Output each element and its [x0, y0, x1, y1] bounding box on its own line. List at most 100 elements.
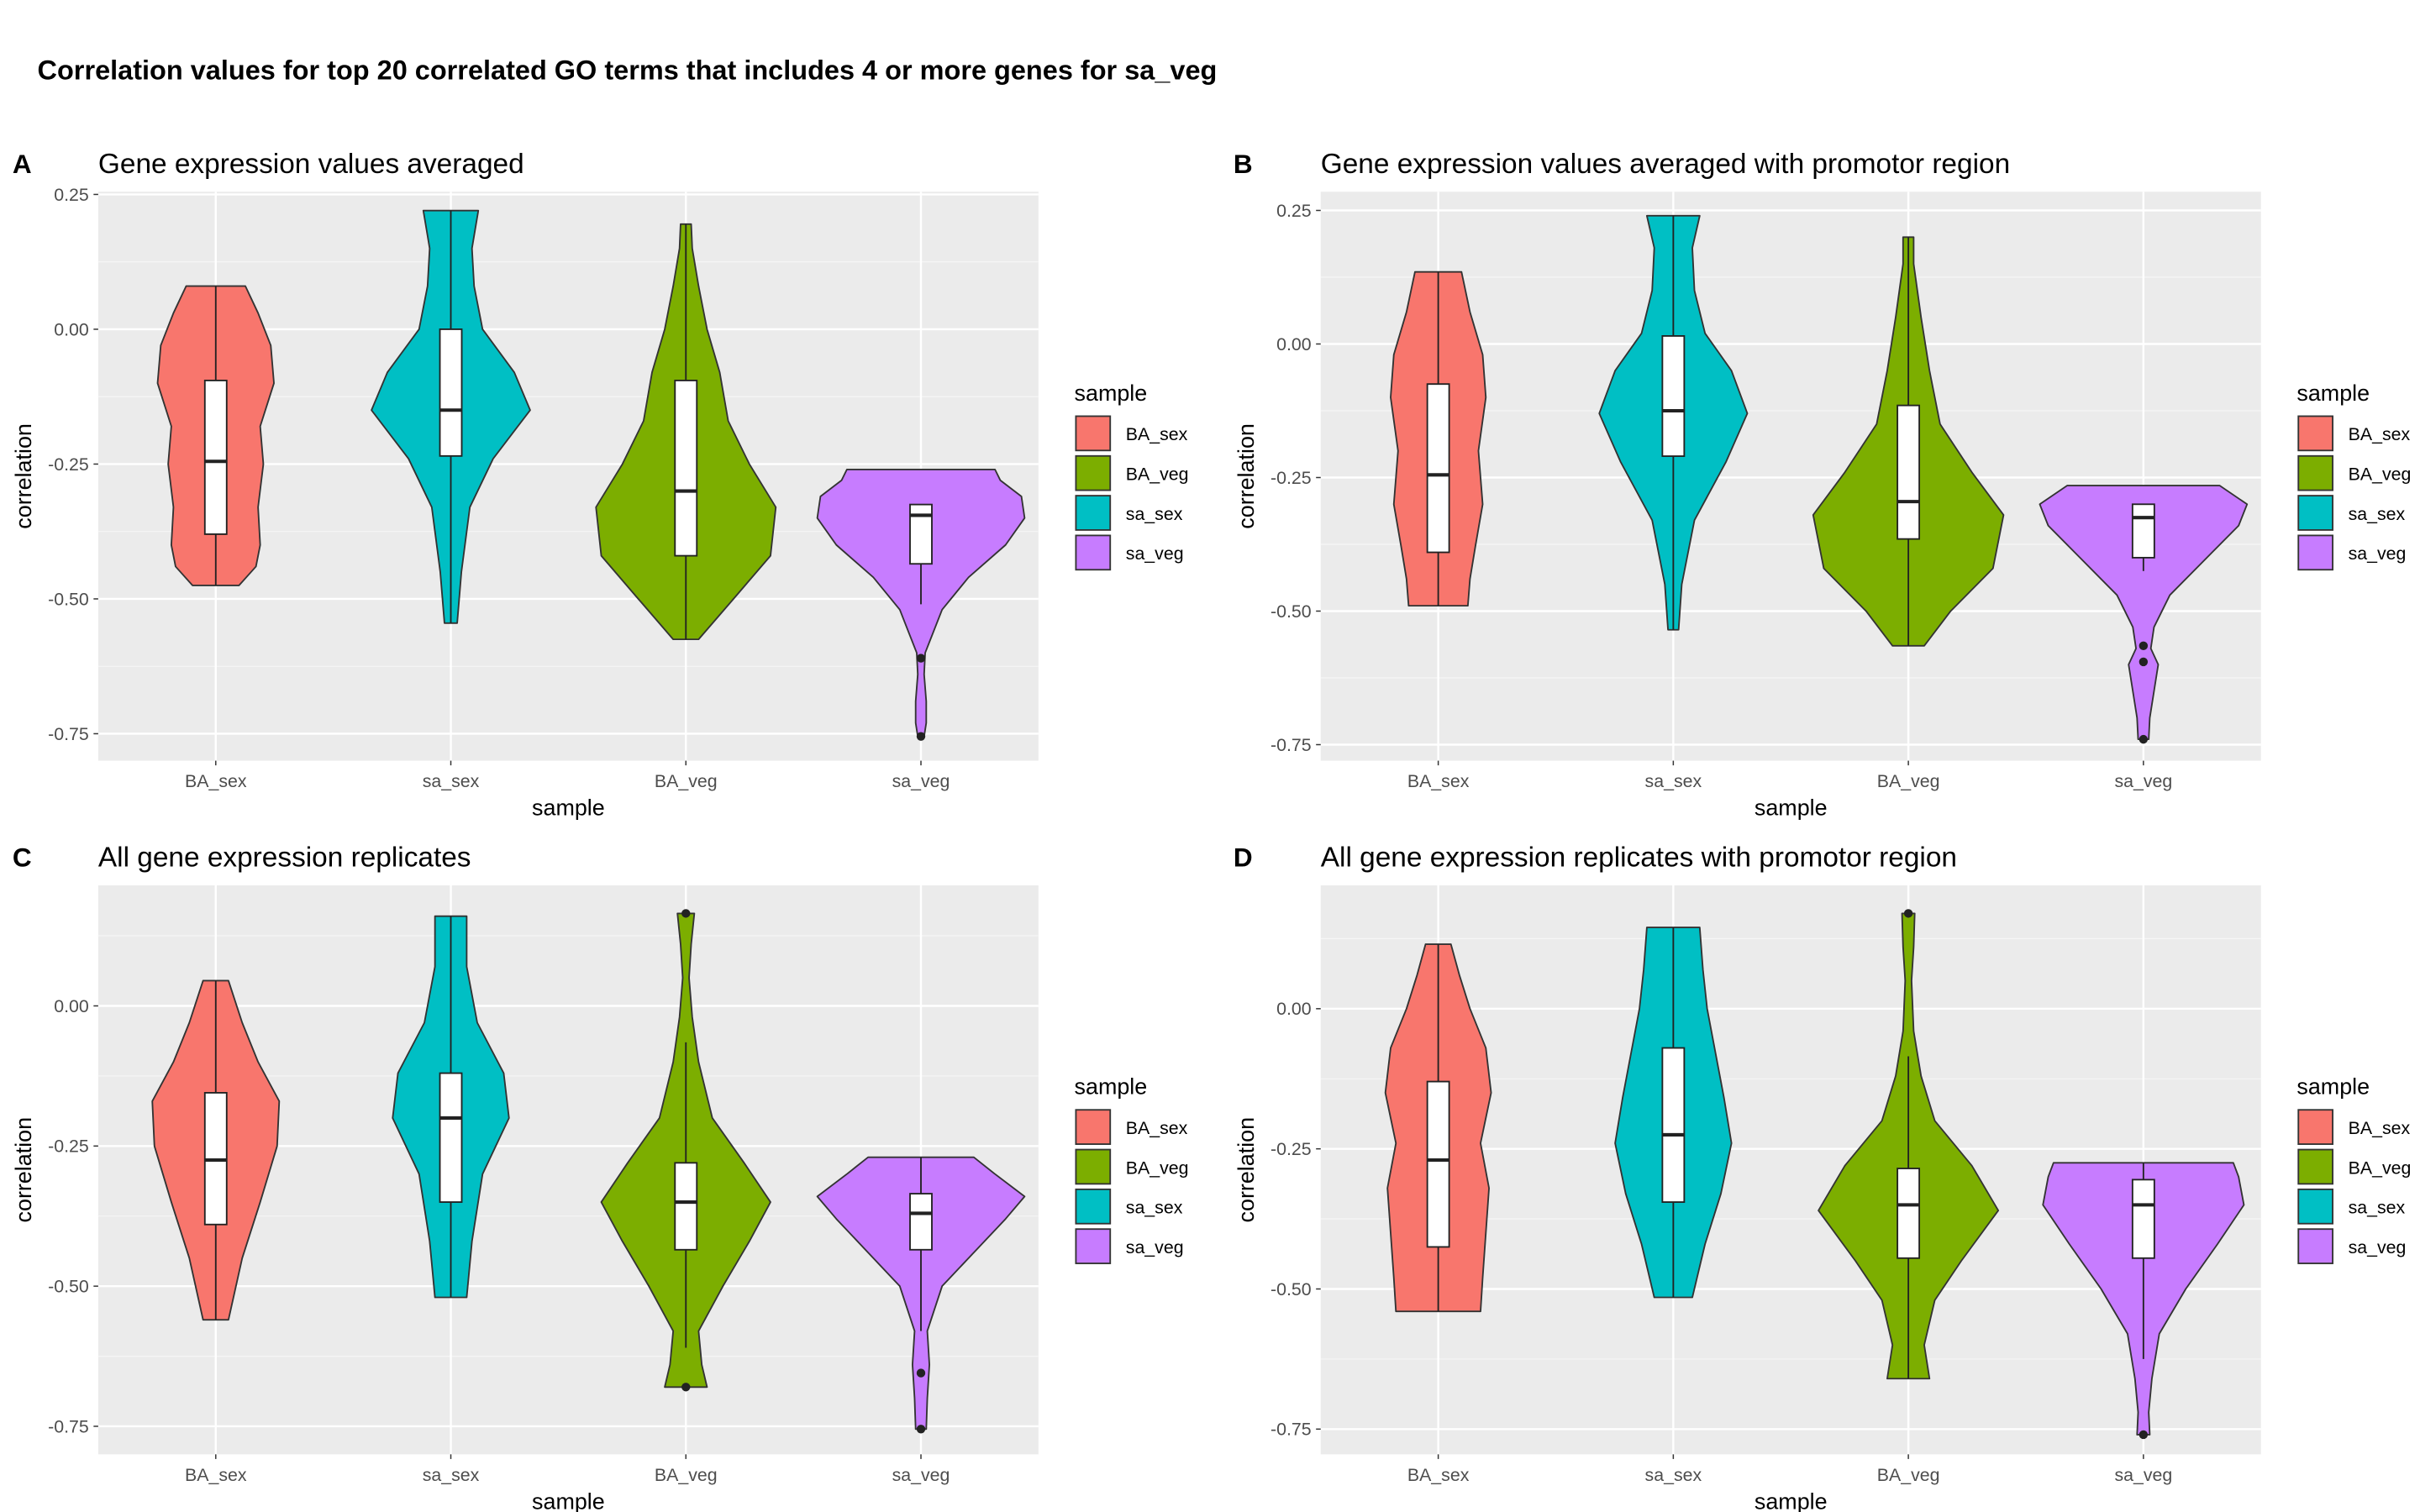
y-tick-label: -0.50 — [48, 1277, 89, 1297]
legend: sample BA_sex BA_veg sa_sex sa_veg — [2296, 1074, 2412, 1264]
violin-ba-sex — [156, 285, 275, 586]
box — [674, 380, 698, 557]
y-tick-label: 0.25 — [1276, 201, 1312, 221]
violin-sa-sex — [371, 209, 531, 624]
panel-a: A Gene expression values averaged 0.25 0.00… — [11, 149, 1188, 821]
panel-c: C All gene expression replicates 0.00 -0.25… — [11, 843, 1188, 1512]
violin-sa-veg — [816, 1156, 1026, 1434]
outlier-point — [916, 732, 926, 741]
legend-key — [1075, 1148, 1112, 1185]
legend-label: BA_sex — [1126, 424, 1188, 444]
legend-key — [2297, 1109, 2334, 1145]
violin-sa-sex — [392, 915, 510, 1299]
x-tick-label: BA_sex — [1407, 1465, 1470, 1485]
outlier-point — [2139, 641, 2149, 651]
violin-ba-sex — [1384, 943, 1492, 1313]
x-tick-label: BA_sex — [185, 771, 247, 791]
violin-body — [2039, 485, 2249, 741]
y-axis-title: correlation — [1234, 1117, 1259, 1223]
legend-title: sample — [1075, 1074, 1148, 1100]
legend-key — [2297, 495, 2334, 531]
outlier-point — [916, 1368, 926, 1378]
y-tick-label: -0.25 — [48, 1137, 89, 1157]
legend-title: sample — [1075, 381, 1148, 406]
violin-ba-veg — [600, 909, 771, 1392]
legend-label: BA_veg — [2349, 465, 2412, 485]
legend-key — [2297, 1148, 2334, 1185]
box — [1426, 1080, 1450, 1248]
panel-tag: A — [13, 149, 32, 179]
panel-title: All gene expression replicates with prom… — [1321, 843, 1957, 874]
y-tick-label: -0.25 — [1270, 468, 1312, 488]
y-tick-label: -0.75 — [48, 724, 89, 744]
box — [2131, 503, 2155, 559]
y-axis-title: correlation — [11, 423, 36, 529]
violin-ba-sex — [151, 979, 281, 1321]
panel-title: Gene expression values averaged with pro… — [1321, 149, 2010, 180]
violin-sa-sex — [1614, 927, 1733, 1299]
panel-tag: B — [1234, 149, 1253, 179]
legend-key — [1075, 1109, 1112, 1145]
y-axis-title: correlation — [1234, 423, 1259, 529]
legend-key — [2297, 454, 2334, 491]
y-tick-label: -0.25 — [48, 454, 89, 475]
legend-label: BA_veg — [1126, 1158, 1189, 1178]
legend-label: BA_sex — [1126, 1118, 1188, 1138]
y-tick-label: -0.50 — [48, 589, 89, 609]
legend-key — [2297, 534, 2334, 571]
y-axis-title: correlation — [11, 1117, 36, 1223]
box — [2131, 1179, 2155, 1259]
outlier-point — [681, 909, 691, 918]
legend-key — [2297, 1188, 2334, 1225]
y-tick-label: -0.75 — [1270, 1420, 1312, 1440]
panel-title: Gene expression values averaged — [98, 149, 524, 180]
x-tick-label: sa_veg — [2114, 771, 2172, 791]
y-tick-label: 0.00 — [54, 996, 89, 1016]
legend-label: sa_sex — [2349, 1198, 2406, 1218]
box — [439, 328, 463, 457]
x-tick-label: sa_veg — [892, 771, 950, 791]
x-tick-label: BA_veg — [1877, 771, 1940, 791]
y-tick-label: -0.25 — [1270, 1139, 1312, 1159]
violin-ba-veg — [1812, 236, 2005, 647]
legend-key — [2297, 415, 2334, 452]
y-tick-label: 0.00 — [54, 319, 89, 339]
legend-label: sa_sex — [2349, 504, 2406, 524]
y-tick-label: -0.50 — [1270, 1279, 1312, 1299]
legend-label: sa_sex — [1126, 504, 1183, 524]
legend-label: sa_veg — [1126, 1237, 1184, 1257]
legend: sample BA_sex BA_veg sa_sex sa_veg — [1075, 381, 1188, 571]
x-tick-label: BA_sex — [185, 1465, 247, 1485]
legend-key — [2297, 1228, 2334, 1264]
legend-key — [1075, 1188, 1112, 1225]
x-axis-title: sample — [1754, 795, 1828, 821]
y-tick-label: -0.75 — [48, 1416, 89, 1436]
legend: sample BA_sex BA_veg sa_sex sa_veg — [2296, 381, 2412, 571]
y-tick-label: 0.00 — [1276, 999, 1312, 1019]
violin-sa-veg — [816, 468, 1026, 741]
outlier-point — [681, 1383, 691, 1392]
violin-ba-sex — [1390, 270, 1487, 607]
box — [1661, 335, 1686, 457]
box — [1897, 1168, 1921, 1259]
outlier-point — [2139, 734, 2149, 744]
x-tick-label: sa_veg — [892, 1465, 950, 1485]
legend-title: sample — [2296, 381, 2370, 406]
legend: sample BA_sex BA_veg sa_sex sa_veg — [1075, 1074, 1189, 1264]
box — [909, 1193, 933, 1251]
box — [203, 380, 228, 535]
box — [1897, 404, 1921, 540]
panels: A Gene expression values averaged 0.25 0.00… — [11, 149, 2411, 1512]
outlier-point — [1903, 909, 1913, 918]
x-tick-label: BA_veg — [1877, 1465, 1940, 1485]
x-tick-label: sa_sex — [1645, 771, 1702, 791]
violin-sa-veg — [2039, 485, 2249, 744]
legend-key — [1075, 495, 1112, 531]
legend-label: BA_veg — [2349, 1158, 2412, 1178]
box — [439, 1072, 463, 1203]
outlier-point — [916, 1425, 926, 1434]
box — [909, 503, 933, 565]
panel-d: D All gene expression replicates with pro… — [1234, 843, 2412, 1512]
y-tick-label: -0.50 — [1270, 601, 1312, 622]
box — [674, 1162, 698, 1251]
